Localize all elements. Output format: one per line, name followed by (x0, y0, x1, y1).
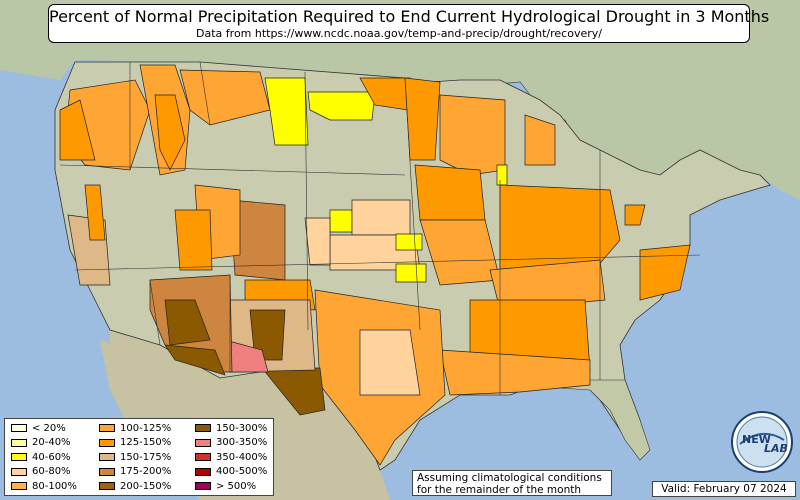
legend-label: 200-150% (120, 480, 172, 492)
zone-tennessee (489, 259, 606, 311)
legend-item: 200-150% (99, 480, 171, 492)
zone-minnesota (404, 77, 441, 161)
legend-label: 350-400% (216, 451, 268, 463)
zone-oklahoma-yellow (395, 263, 427, 283)
zone-new-mexico-brown (249, 309, 286, 361)
legend-label: 300-350% (216, 437, 268, 448)
legend-swatch (11, 438, 27, 447)
logo-text-top: NEW (742, 433, 771, 446)
legend-item: 125-150% (99, 437, 171, 449)
legend-swatch (11, 482, 27, 490)
legend-item: 20-40% (11, 437, 71, 449)
zone-oregon-coast (59, 99, 96, 161)
zone-az-south (164, 344, 226, 376)
assumption-note: Assuming climatological conditions for t… (412, 470, 612, 496)
legend-label: 60-80% (32, 466, 71, 477)
title-box: Percent of Normal Precipitation Required… (48, 4, 770, 43)
legend-label: 150-300% (216, 422, 268, 434)
legend-label: 150-175% (120, 451, 172, 463)
note-line-1: Assuming climatological conditions (417, 472, 602, 484)
zone-wisconsin (439, 94, 506, 176)
zone-california-coast (84, 184, 106, 241)
zone-iowa (414, 164, 486, 221)
legend-label: 80-100% (32, 480, 77, 492)
legend-item: 40-60% (11, 451, 71, 463)
zone-dakota (307, 91, 376, 121)
legend-swatch (195, 482, 211, 490)
legend-swatch (99, 482, 115, 490)
legend-swatch (11, 424, 27, 432)
legend-label: 100-125% (120, 422, 172, 434)
newlab-logo-icon: NEW LAB (731, 411, 793, 473)
legend-label: < 20% (32, 422, 66, 434)
legend-item: 350-400% (195, 451, 267, 463)
zone-illinois-yellow (496, 164, 508, 186)
zone-michigan (524, 114, 556, 166)
legend-swatch (195, 453, 211, 461)
legend-swatch (195, 424, 211, 432)
legend-item: 300-350% (195, 437, 267, 449)
state-borders (59, 61, 701, 395)
zone-nevada (174, 209, 213, 271)
legend-item: > 500% (195, 480, 256, 492)
zone-nebraska (351, 199, 411, 236)
legend-item: 150-175% (99, 451, 171, 463)
zone-wyoming (264, 77, 309, 146)
legend-swatch (99, 438, 115, 447)
zone-colorado-east (304, 217, 331, 266)
florida (559, 379, 651, 461)
legend-label: > 500% (216, 480, 257, 492)
legend-swatch (11, 453, 27, 461)
zone-idaho-core (154, 94, 186, 171)
zone-virginia (624, 204, 646, 226)
legend-label: 40-60% (32, 451, 71, 463)
zone-texas-east (359, 329, 421, 396)
legend-item: 80-100% (11, 480, 77, 492)
zone-arizona-brown (164, 299, 211, 346)
logo-text-bottom: LAB (764, 442, 788, 455)
zone-nebraska-yellow (329, 209, 353, 233)
zone-kansas-yellow-1 (395, 233, 423, 251)
legend-swatch (11, 467, 27, 476)
legend-swatch (195, 467, 211, 476)
legend-swatch (99, 467, 115, 476)
legend-label: 400-500% (216, 466, 268, 477)
legend-item: 150-300% (195, 422, 267, 434)
drought-zones (59, 64, 691, 466)
valid-date: Valid: February 07 2024 (652, 481, 796, 497)
legend-swatch (99, 453, 115, 461)
zone-carolina (639, 244, 691, 301)
legend-item: 60-80% (11, 466, 71, 478)
zone-gulf-coast (439, 349, 591, 396)
legend-label: 125-150% (120, 437, 172, 448)
map-title: Percent of Normal Precipitation Required… (49, 7, 770, 26)
zone-montana-west (179, 69, 271, 126)
data-source: Data from https://www.ncdc.noaa.gov/temp… (196, 27, 602, 40)
legend-label: 175-200% (120, 466, 172, 477)
legend-item: 175-200% (99, 466, 171, 478)
legend-item: 400-500% (195, 466, 267, 478)
legend-swatch (195, 438, 211, 447)
legend-swatch (99, 424, 115, 432)
note-line-2: for the remainder of the month (417, 484, 582, 496)
legend-item: < 20% (11, 422, 66, 434)
legend-item: 100-125% (99, 422, 171, 434)
legend-label: 20-40% (32, 437, 71, 448)
legend: < 20% 20-40% 40-60% 60-80% 80-100% 100-125% 12… (4, 418, 274, 496)
